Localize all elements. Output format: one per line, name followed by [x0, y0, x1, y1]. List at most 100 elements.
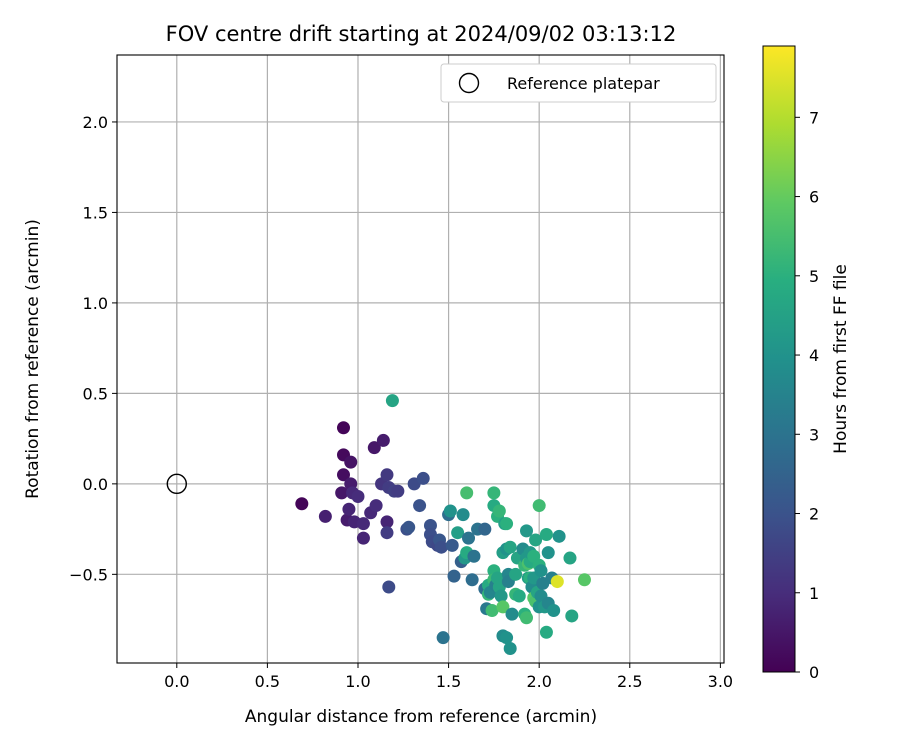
x-axis-label: Angular distance from reference (arcmin) — [245, 707, 597, 727]
x-tick-label: 3.0 — [708, 672, 733, 691]
data-point — [539, 528, 553, 542]
data-point — [402, 520, 416, 534]
data-point — [492, 504, 506, 518]
data-point — [552, 529, 566, 543]
data-point — [380, 515, 394, 529]
data-point — [443, 504, 457, 518]
data-point — [485, 604, 499, 618]
y-tick-label: 1.5 — [83, 203, 108, 222]
data-point — [496, 600, 510, 614]
data-point — [445, 538, 459, 552]
data-point — [436, 631, 450, 645]
data-point — [336, 421, 350, 435]
data-point — [456, 508, 470, 522]
data-point — [356, 531, 370, 545]
data-point — [382, 580, 396, 594]
data-point — [500, 517, 514, 531]
colorbar-ticks: 0 1 2 3 4 5 6 7 — [795, 108, 819, 682]
reference-platepar-marker — [166, 473, 187, 495]
data-point — [550, 575, 564, 589]
data-point — [335, 486, 349, 500]
colorbar-tick-label: 6 — [809, 188, 819, 207]
data-point — [541, 546, 555, 560]
data-point — [465, 573, 479, 587]
data-point — [487, 486, 501, 500]
data-point — [376, 433, 390, 447]
data-point — [462, 531, 476, 545]
data-point — [356, 517, 370, 531]
data-point — [563, 551, 577, 565]
data-point — [539, 625, 553, 639]
y-tick-label: 1.0 — [83, 294, 108, 313]
colorbar-tick-label: 1 — [809, 584, 819, 603]
data-point — [529, 533, 543, 547]
data-point — [509, 567, 523, 581]
colorbar-tick-label: 2 — [809, 505, 819, 524]
colorbar-label: Hours from first FF file — [831, 264, 851, 454]
data-point — [451, 526, 465, 540]
data-point — [577, 573, 591, 587]
data-point — [519, 524, 533, 538]
y-axis-label: Rotation from reference (arcmin) — [23, 219, 43, 499]
legend: Reference platepar — [440, 63, 717, 103]
x-tick-label: 0.5 — [255, 672, 280, 691]
data-point — [351, 490, 365, 504]
data-point — [494, 589, 508, 603]
colorbar-tick-label: 7 — [809, 108, 819, 127]
x-tick-label: 1.0 — [345, 672, 370, 691]
plot-frame — [116, 54, 725, 664]
data-points — [166, 394, 591, 656]
colorbar: 0 1 2 3 4 5 6 7 Hours from first FF file — [762, 45, 851, 682]
chart-title: FOV centre drift starting at 2024/09/02 … — [166, 22, 677, 46]
data-point — [336, 468, 350, 482]
data-point — [434, 540, 448, 554]
data-point — [478, 522, 492, 536]
data-point — [547, 604, 561, 618]
colorbar-tick-label: 5 — [809, 267, 819, 286]
x-tick-label: 2.0 — [526, 672, 551, 691]
data-point — [385, 394, 399, 408]
data-point — [505, 607, 519, 621]
data-point — [416, 471, 430, 485]
data-point — [532, 499, 546, 513]
data-point — [512, 589, 526, 603]
data-point — [367, 441, 381, 455]
data-point — [380, 468, 394, 482]
data-point — [342, 502, 356, 516]
grid-lines — [117, 55, 724, 663]
y-tick-label: 0.5 — [83, 384, 108, 403]
data-point — [534, 564, 548, 578]
data-point — [391, 484, 405, 498]
data-point — [369, 499, 383, 513]
data-point — [423, 518, 437, 532]
colorbar-tick-label: 0 — [809, 663, 819, 682]
data-point — [447, 569, 461, 583]
legend-box — [440, 63, 717, 103]
axis-ticks: 0.0 0.5 1.0 1.5 2.0 2.5 3.0 2.0 1.5 1.0 0.5 0.0 −0.5 — [69, 113, 733, 691]
data-point — [519, 611, 533, 625]
y-tick-label: −0.5 — [69, 565, 108, 584]
colorbar-tick-label: 3 — [809, 425, 819, 444]
legend-label: Reference platepar — [507, 74, 660, 93]
data-point — [344, 455, 358, 469]
x-tick-label: 2.5 — [617, 672, 642, 691]
colorbar-gradient — [762, 45, 796, 673]
data-point — [413, 499, 427, 513]
data-point — [503, 540, 517, 554]
legend-marker-open-circle — [458, 72, 480, 94]
y-tick-label: 2.0 — [83, 113, 108, 132]
data-point — [565, 609, 579, 623]
x-tick-label: 1.5 — [436, 672, 461, 691]
data-point — [460, 486, 474, 500]
data-point — [503, 642, 517, 656]
colorbar-tick-label: 4 — [809, 346, 819, 365]
y-tick-label: 0.0 — [83, 475, 108, 494]
data-point — [318, 509, 332, 523]
data-point — [380, 526, 394, 540]
data-point — [467, 549, 481, 563]
x-tick-label: 0.0 — [164, 672, 189, 691]
data-point — [295, 497, 309, 511]
data-point — [500, 631, 514, 645]
